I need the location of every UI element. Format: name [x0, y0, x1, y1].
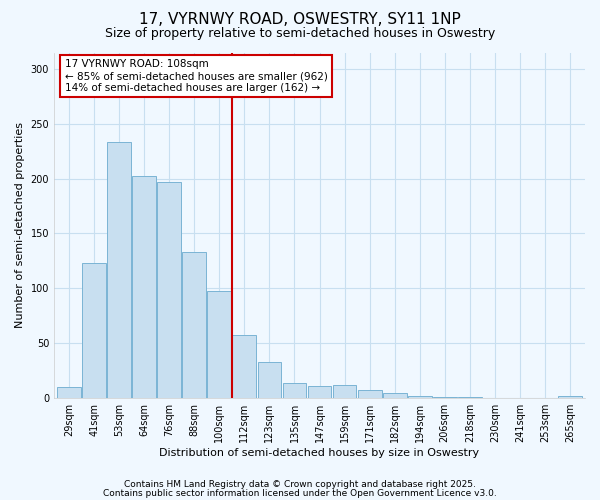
Y-axis label: Number of semi-detached properties: Number of semi-detached properties — [15, 122, 25, 328]
Bar — [433, 396, 457, 398]
Bar — [208, 292, 231, 398]
Bar — [558, 396, 582, 398]
Bar — [182, 252, 206, 398]
Text: Contains public sector information licensed under the Open Government Licence v3: Contains public sector information licen… — [103, 488, 497, 498]
Text: Size of property relative to semi-detached houses in Oswestry: Size of property relative to semi-detach… — [105, 28, 495, 40]
Bar — [232, 335, 256, 398]
Bar — [157, 182, 181, 398]
Bar — [82, 263, 106, 398]
X-axis label: Distribution of semi-detached houses by size in Oswestry: Distribution of semi-detached houses by … — [160, 448, 479, 458]
Bar — [107, 142, 131, 398]
Text: 17 VYRNWY ROAD: 108sqm
← 85% of semi-detached houses are smaller (962)
14% of se: 17 VYRNWY ROAD: 108sqm ← 85% of semi-det… — [65, 60, 328, 92]
Bar — [383, 394, 407, 398]
Text: Contains HM Land Registry data © Crown copyright and database right 2025.: Contains HM Land Registry data © Crown c… — [124, 480, 476, 489]
Bar — [257, 362, 281, 398]
Bar — [57, 386, 81, 398]
Bar — [332, 384, 356, 398]
Bar — [283, 384, 307, 398]
Bar — [358, 390, 382, 398]
Bar — [308, 386, 331, 398]
Bar — [408, 396, 431, 398]
Text: 17, VYRNWY ROAD, OSWESTRY, SY11 1NP: 17, VYRNWY ROAD, OSWESTRY, SY11 1NP — [139, 12, 461, 28]
Bar — [458, 396, 482, 398]
Bar — [133, 176, 156, 398]
